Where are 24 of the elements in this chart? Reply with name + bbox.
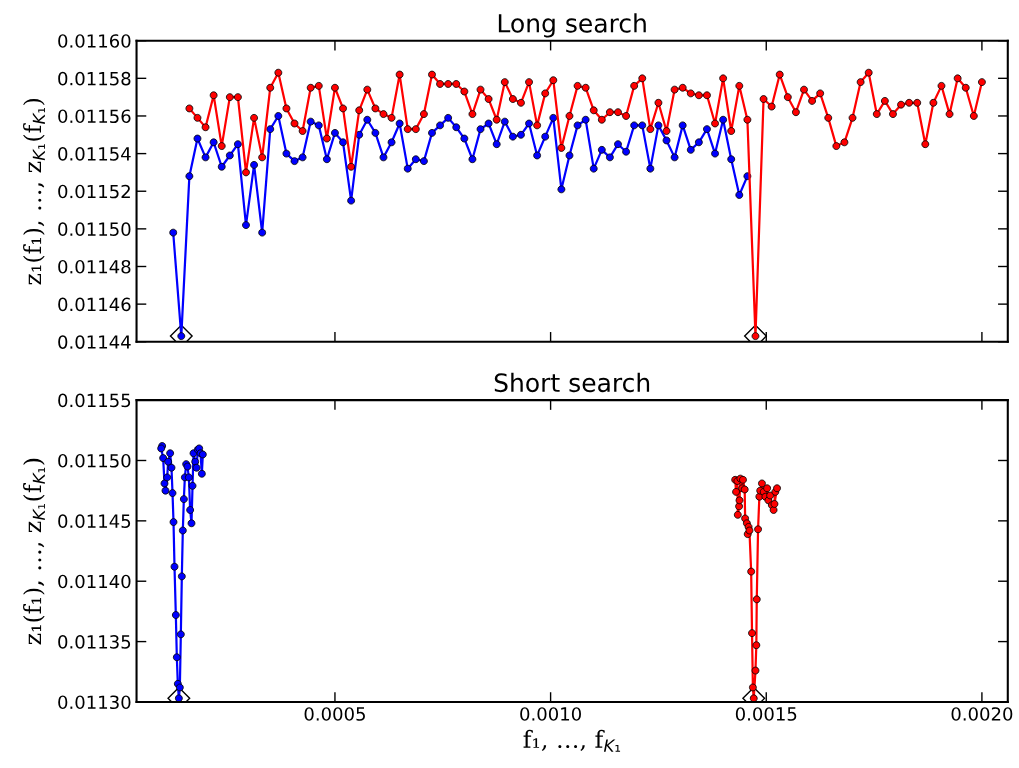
y-tick-label: 0.01150 [58,222,131,236]
x-axis-title: f₁, …, f$_{K₁}$ [523,729,621,752]
y-tick-label: 0.01130 [58,695,131,710]
y-tick-label: 0.01152 [58,184,130,199]
chart-title: Long search [498,13,646,38]
y-tick-label: 0.01148 [58,259,131,274]
y-axis-title: z₁(f₁), …, z$_{K₁}$(f$_{K₁}$) [23,458,45,645]
y-tick-label: 0.01156 [58,109,131,124]
x-tick-label: 0.0015 [735,707,797,721]
y-tick-label: 0.01150 [58,453,131,468]
x-tick-label: 0.0010 [520,707,581,721]
y-tick-label: 0.01160 [58,34,131,48]
y-tick-label: 0.01155 [58,393,131,408]
y-tick-label: 0.01144 [58,335,131,349]
x-tick-label: 0.0005 [304,707,365,721]
y-tick-label: 0.01140 [58,574,131,589]
y-tick-label: 0.01158 [58,71,131,86]
y-axis-title: z₁(f₁), …, z$_{K₁}$(f$_{K₁}$) [23,98,45,285]
y-tick-label: 0.01146 [58,297,131,312]
y-tick-label: 0.01145 [58,514,131,528]
x-tick-label: 0.0020 [951,707,1013,721]
chart-title: Short search [494,372,650,393]
y-tick-label: 0.01154 [58,147,131,161]
y-tick-label: 0.01135 [58,635,131,649]
